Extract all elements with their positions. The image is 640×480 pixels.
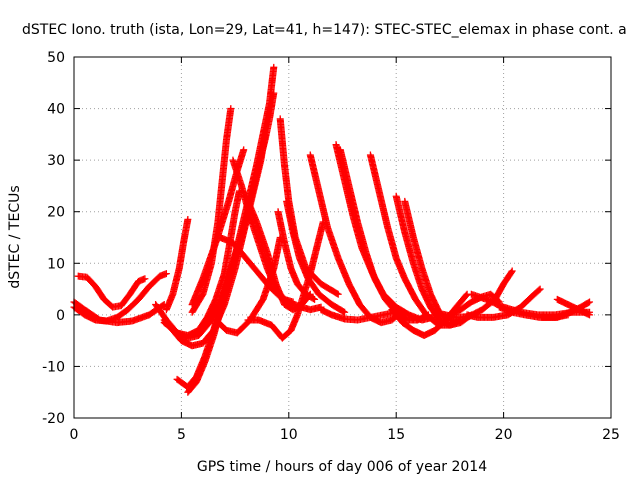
- data-point: [289, 298, 297, 306]
- data-point: [339, 308, 347, 316]
- series-3: [152, 187, 243, 339]
- series-5: [162, 215, 192, 314]
- data-point: [141, 275, 149, 283]
- data-point: [334, 290, 342, 298]
- y-tick-label: -20: [42, 411, 65, 427]
- x-axis-label: GPS time / hours of day 006 of year 2014: [197, 459, 487, 475]
- y-tick-label: 40: [47, 102, 65, 118]
- y-tick-label: 0: [56, 308, 65, 324]
- series-19: [306, 151, 404, 327]
- x-tick-label: 10: [280, 427, 298, 443]
- y-tick-label: 50: [47, 50, 65, 66]
- data-point: [341, 308, 349, 316]
- grid: [74, 57, 611, 418]
- x-tick-label: 5: [177, 427, 186, 443]
- y-tick-label: 30: [47, 153, 65, 169]
- y-tick-label: 20: [47, 205, 65, 221]
- data-point: [311, 295, 319, 303]
- plot-frame: [73, 56, 612, 419]
- data-point: [309, 295, 317, 303]
- y-tick-label: 10: [47, 256, 65, 272]
- x-tick-label: 25: [602, 427, 620, 443]
- chart-title: dSTEC Iono. truth (ista, Lon=29, Lat=41,…: [22, 22, 627, 38]
- series-18: [283, 197, 349, 316]
- y-tick-label: -10: [42, 359, 65, 375]
- data-point: [270, 63, 278, 71]
- data-point: [162, 270, 170, 278]
- y-axis-label: dSTEC / TECUs: [7, 185, 23, 288]
- series-2: [70, 298, 168, 327]
- data-point: [333, 289, 341, 297]
- data-point: [240, 146, 248, 154]
- series-8: [184, 63, 278, 396]
- series-1: [74, 272, 149, 311]
- data-points: [70, 63, 594, 396]
- series-0: [70, 270, 170, 325]
- data-point: [227, 105, 235, 113]
- x-tick-label: 20: [495, 427, 513, 443]
- x-tick-label: 15: [387, 427, 405, 443]
- series-15: [244, 218, 327, 342]
- x-tick-label: 0: [70, 427, 79, 443]
- series-17: [274, 208, 319, 303]
- data-point: [184, 215, 192, 223]
